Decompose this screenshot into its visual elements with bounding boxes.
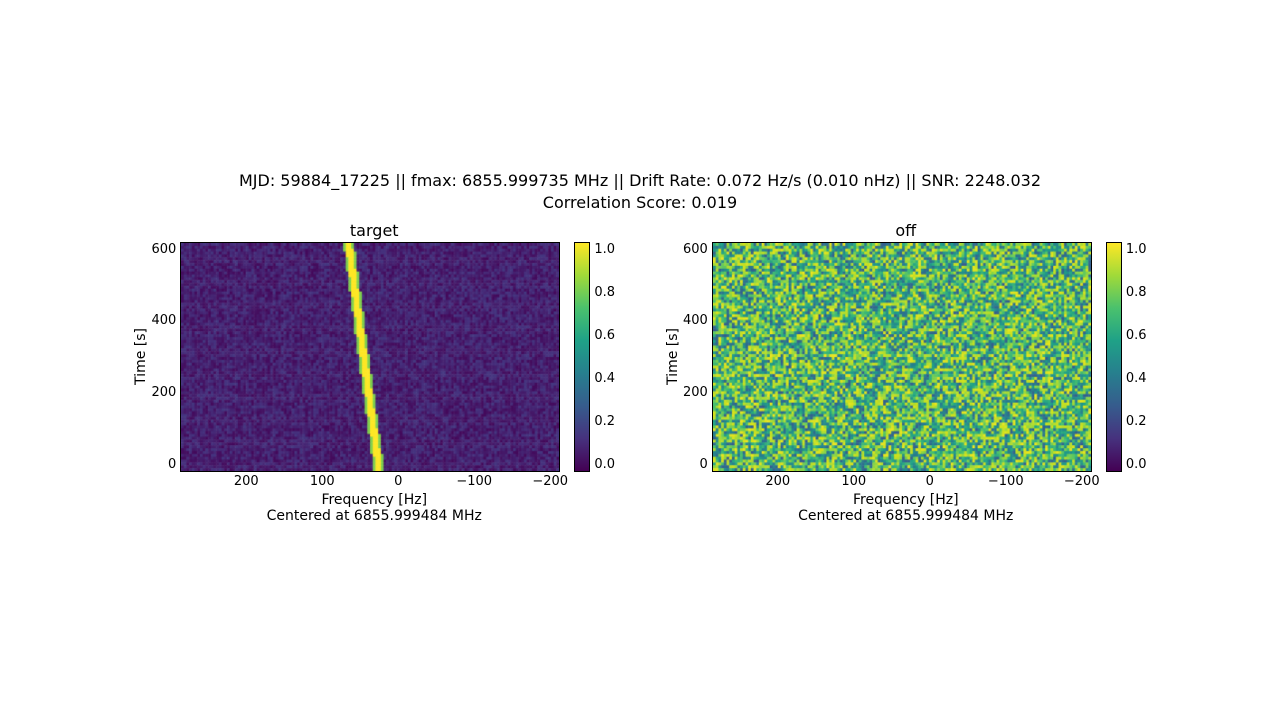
suptitle-line1: MJD: 59884_17225 || fmax: 6855.999735 MH… (239, 171, 1041, 190)
cbar-tick: 0.0 (1126, 457, 1147, 472)
ytick: 400 (683, 313, 708, 328)
xtick: −200 (1064, 474, 1100, 489)
colorbar-off: 1.0 0.8 0.6 0.4 0.2 0.0 (1106, 242, 1147, 472)
ytick: 0 (700, 457, 708, 472)
figure: MJD: 59884_17225 || fmax: 6855.999735 MH… (100, 170, 1180, 524)
yticks-off: 600 400 200 0 (683, 242, 712, 472)
cbar-tick: 0.0 (594, 457, 615, 472)
caption-off: Centered at 6855.999484 MHz (798, 508, 1013, 524)
yaxis-off: Time [s] 600 400 200 0 (665, 242, 712, 472)
xlabel-target: Frequency [Hz] (321, 492, 427, 508)
heatmap-off (713, 243, 1091, 471)
xtick: 100 (841, 474, 866, 489)
xtick: 0 (926, 474, 934, 489)
cbar-tick: 0.6 (1126, 328, 1147, 343)
xtick: 0 (394, 474, 402, 489)
panel-off: off Time [s] 600 400 200 0 (665, 221, 1147, 524)
colorbar-ticks-off: 1.0 0.8 0.6 0.4 0.2 0.0 (1126, 242, 1147, 472)
caption-target: Centered at 6855.999484 MHz (267, 508, 482, 524)
ytick: 200 (151, 385, 176, 400)
cbar-tick: 0.2 (1126, 414, 1147, 429)
ytick: 600 (151, 242, 176, 257)
xtick: −100 (988, 474, 1024, 489)
figure-suptitle: MJD: 59884_17225 || fmax: 6855.999735 MH… (100, 170, 1180, 215)
yticks-target: 600 400 200 0 (151, 242, 180, 472)
xtick: 200 (765, 474, 790, 489)
colorbar-bar-target (574, 242, 590, 472)
ylabel-off: Time [s] (665, 328, 681, 385)
xticks-off: 200 100 0 −100 −200 (740, 474, 1120, 490)
ytick: 200 (683, 385, 708, 400)
yaxis-target: Time [s] 600 400 200 0 (133, 242, 180, 472)
axes-off (712, 242, 1092, 472)
cbar-tick: 0.4 (1126, 371, 1147, 386)
ytick: 400 (151, 313, 176, 328)
panel-title-target: target (350, 221, 399, 240)
plot-row-target: Time [s] 600 400 200 0 1.0 0.8 (133, 242, 615, 472)
heatmap-target (181, 243, 559, 471)
ylabel-target: Time [s] (133, 328, 149, 385)
suptitle-line2: Correlation Score: 0.019 (543, 193, 737, 212)
cbar-tick: 0.6 (594, 328, 615, 343)
colorbar-bar-off (1106, 242, 1122, 472)
plot-row-off: Time [s] 600 400 200 0 1.0 0.8 (665, 242, 1147, 472)
cbar-tick: 0.4 (594, 371, 615, 386)
cbar-tick: 0.8 (1126, 285, 1147, 300)
cbar-tick: 1.0 (594, 242, 615, 257)
colorbar-target: 1.0 0.8 0.6 0.4 0.2 0.0 (574, 242, 615, 472)
xticks-target: 200 100 0 −100 −200 (208, 474, 588, 490)
cbar-tick: 1.0 (1126, 242, 1147, 257)
colorbar-ticks-target: 1.0 0.8 0.6 0.4 0.2 0.0 (594, 242, 615, 472)
cbar-tick: 0.2 (594, 414, 615, 429)
panel-title-off: off (895, 221, 916, 240)
panels-row: target Time [s] 600 400 200 0 (100, 221, 1180, 524)
cbar-tick: 0.8 (594, 285, 615, 300)
xtick: 100 (310, 474, 335, 489)
ytick: 600 (683, 242, 708, 257)
panel-target: target Time [s] 600 400 200 0 (133, 221, 615, 524)
xtick: −200 (532, 474, 568, 489)
xlabel-off: Frequency [Hz] (853, 492, 959, 508)
ytick: 0 (168, 457, 176, 472)
xtick: 200 (234, 474, 259, 489)
axes-target (180, 242, 560, 472)
xtick: −100 (456, 474, 492, 489)
